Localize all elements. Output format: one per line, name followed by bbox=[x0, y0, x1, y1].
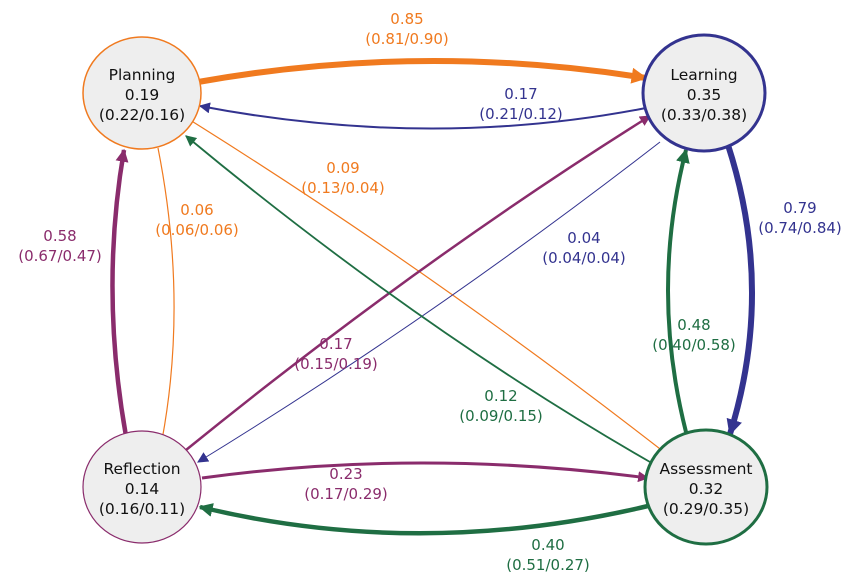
label-reflection-planning: 0.58 (0.67/0.47) bbox=[18, 227, 102, 265]
label-reflection-assessment-ci: (0.17/0.29) bbox=[304, 485, 388, 503]
label-reflection-assessment: 0.23 (0.17/0.29) bbox=[304, 465, 388, 503]
label-learning-assessment-value: 0.79 bbox=[783, 199, 816, 217]
node-reflection-name: Reflection bbox=[103, 460, 180, 478]
label-assessment-learning-value: 0.48 bbox=[677, 316, 710, 334]
label-learning-reflection: 0.04 (0.04/0.04) bbox=[542, 229, 626, 267]
label-planning-reflection-value: 0.06 bbox=[180, 201, 213, 219]
node-assessment-value: 0.32 bbox=[689, 480, 724, 498]
node-planning-ci: (0.22/0.16) bbox=[99, 106, 185, 124]
edge-reflection-planning bbox=[110, 148, 129, 437]
node-planning-name: Planning bbox=[109, 66, 176, 84]
edge-reflection-assessment bbox=[201, 461, 650, 483]
label-reflection-learning: 0.17 (0.15/0.19) bbox=[294, 335, 378, 373]
node-planning: Planning 0.19 (0.22/0.16) bbox=[82, 36, 202, 150]
label-assessment-planning-ci: (0.09/0.15) bbox=[459, 407, 543, 425]
label-planning-learning: 0.85 (0.81/0.90) bbox=[365, 10, 449, 48]
node-assessment: Assessment 0.32 (0.29/0.35) bbox=[643, 428, 769, 546]
node-reflection: Reflection 0.14 (0.16/0.11) bbox=[82, 430, 202, 544]
label-planning-reflection: 0.06 (0.06/0.06) bbox=[155, 201, 239, 239]
label-reflection-planning-value: 0.58 bbox=[43, 227, 76, 245]
edge-learning-assessment bbox=[725, 144, 755, 436]
edge-planning-learning bbox=[197, 57, 648, 85]
node-learning-ci: (0.33/0.38) bbox=[661, 106, 747, 124]
label-learning-planning-value: 0.17 bbox=[504, 85, 537, 103]
edge-assessment-learning bbox=[666, 148, 690, 433]
label-reflection-planning-ci: (0.67/0.47) bbox=[18, 247, 102, 265]
label-planning-learning-ci: (0.81/0.90) bbox=[365, 30, 449, 48]
node-assessment-ci: (0.29/0.35) bbox=[663, 500, 749, 518]
label-planning-assessment: 0.09 (0.13/0.04) bbox=[301, 159, 385, 197]
label-planning-learning-value: 0.85 bbox=[390, 10, 423, 28]
label-reflection-learning-ci: (0.15/0.19) bbox=[294, 355, 378, 373]
label-learning-reflection-ci: (0.04/0.04) bbox=[542, 249, 626, 267]
edge-reflection-learning bbox=[185, 114, 651, 451]
label-assessment-reflection: 0.40 (0.51/0.27) bbox=[506, 536, 590, 574]
label-planning-reflection-ci: (0.06/0.06) bbox=[155, 221, 239, 239]
label-reflection-learning-value: 0.17 bbox=[319, 335, 352, 353]
label-assessment-planning: 0.12 (0.09/0.15) bbox=[459, 387, 543, 425]
label-learning-planning: 0.17 (0.21/0.12) bbox=[479, 85, 563, 123]
label-learning-planning-ci: (0.21/0.12) bbox=[479, 105, 563, 123]
node-planning-value: 0.19 bbox=[125, 86, 160, 104]
label-planning-assessment-ci: (0.13/0.04) bbox=[301, 179, 385, 197]
edge-learning-reflection bbox=[197, 141, 661, 463]
edge-assessment-planning bbox=[185, 135, 651, 463]
label-assessment-reflection-ci: (0.51/0.27) bbox=[506, 556, 590, 574]
edge-planning-assessment bbox=[189, 119, 665, 453]
node-learning: Learning 0.35 (0.33/0.38) bbox=[641, 33, 767, 153]
node-learning-value: 0.35 bbox=[687, 86, 722, 104]
label-planning-assessment-value: 0.09 bbox=[326, 159, 359, 177]
node-learning-name: Learning bbox=[670, 66, 737, 84]
node-assessment-name: Assessment bbox=[660, 460, 753, 478]
label-assessment-learning-ci: (0.40/0.58) bbox=[652, 336, 736, 354]
edge-planning-reflection bbox=[157, 147, 175, 441]
node-reflection-value: 0.14 bbox=[125, 480, 160, 498]
node-reflection-ci: (0.16/0.11) bbox=[99, 500, 185, 518]
label-assessment-planning-value: 0.12 bbox=[484, 387, 517, 405]
label-learning-assessment-ci: (0.74/0.84) bbox=[758, 219, 842, 237]
edge-assessment-reflection bbox=[198, 503, 649, 536]
label-assessment-reflection-value: 0.40 bbox=[531, 536, 564, 554]
label-reflection-assessment-value: 0.23 bbox=[329, 465, 362, 483]
edge-learning-planning bbox=[198, 102, 647, 130]
label-assessment-learning: 0.48 (0.40/0.58) bbox=[652, 316, 736, 354]
label-learning-reflection-value: 0.04 bbox=[567, 229, 600, 247]
label-learning-assessment: 0.79 (0.74/0.84) bbox=[758, 199, 842, 237]
